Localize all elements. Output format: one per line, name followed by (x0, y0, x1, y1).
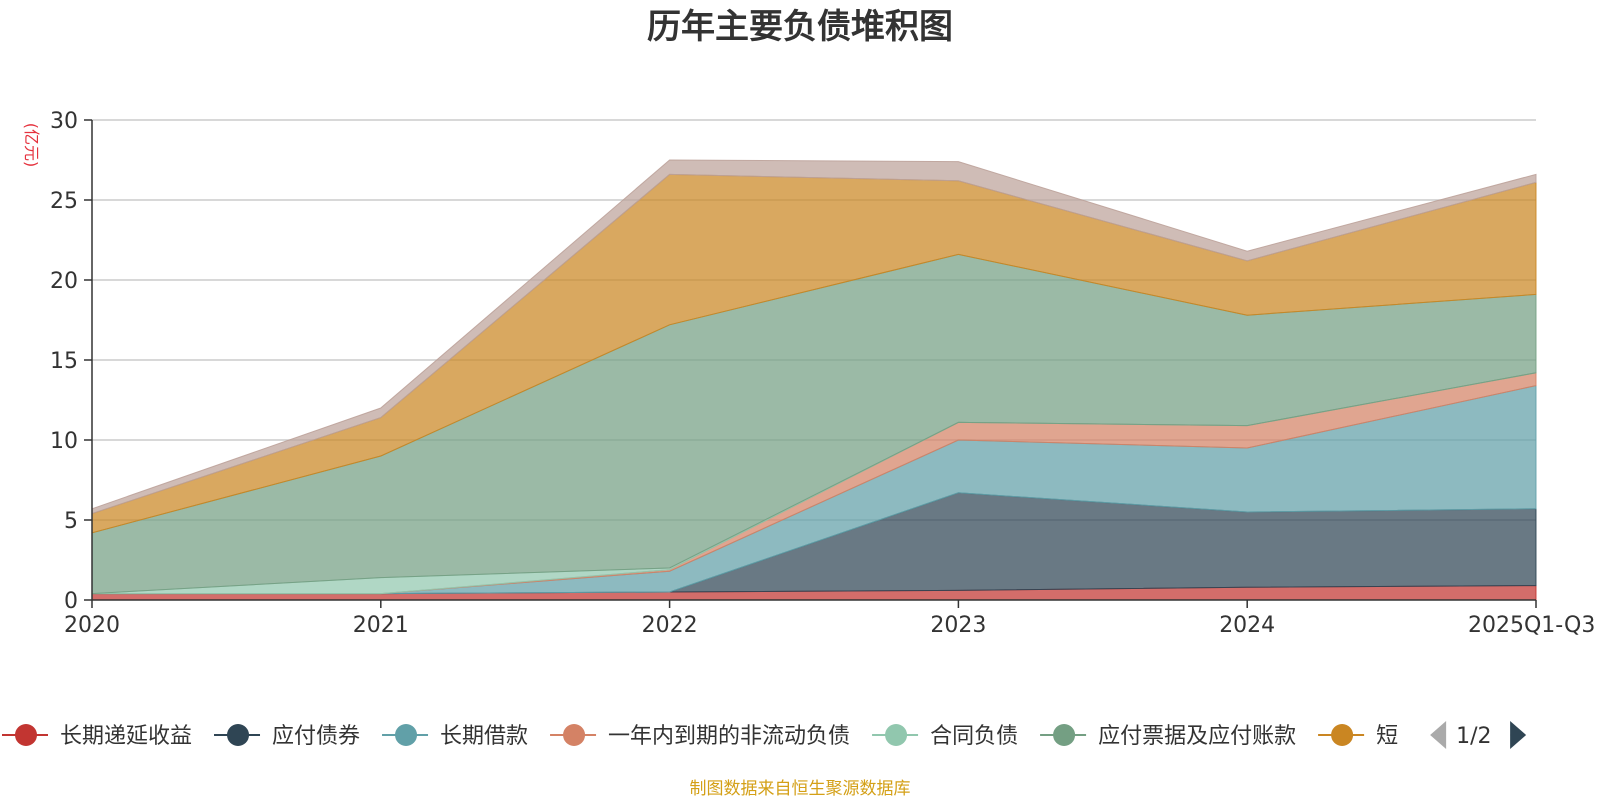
x-tick-label: 2025Q1-Q3 (1468, 613, 1595, 638)
chart-title: 历年主要负债堆积图 (647, 7, 953, 47)
legend-item[interactable]: 一年内到期的非流动负债 (550, 724, 850, 749)
x-tick-label: 2020 (64, 613, 120, 638)
legend-circle-marker (1053, 724, 1076, 746)
legend-label: 合同负债 (930, 724, 1018, 749)
legend-item[interactable]: 长期递延收益 (2, 724, 192, 749)
legend-circle-marker (563, 724, 586, 746)
legend-page-indicator: 1/2 (1456, 724, 1491, 749)
y-tick-label: 0 (64, 589, 78, 614)
legend-circle-marker (227, 724, 250, 746)
y-axis-unit-label: (亿元) (22, 123, 41, 168)
stacked-areas (91, 159, 1537, 601)
y-tick-label: 15 (50, 349, 78, 374)
legend-circle-marker (1331, 724, 1354, 746)
axes: 0 5 10 15 20 25 30 2020 2021 2022 2023 2024 2025Q1-Q… (50, 109, 1595, 638)
legend-item[interactable]: 合同负债 (872, 724, 1018, 749)
legend-prev-page-icon[interactable] (1430, 721, 1447, 749)
legend-next-page-icon[interactable] (1510, 721, 1527, 749)
x-tick-label: 2022 (642, 613, 698, 638)
legend-label: 长期递延收益 (60, 724, 192, 749)
legend-label: 应付票据及应付账款 (1098, 724, 1296, 749)
legend-item[interactable]: 短 (1318, 724, 1398, 749)
legend-circle-marker (885, 724, 908, 746)
data-source-note: 制图数据来自恒生聚源数据库 (690, 779, 911, 799)
legend-label: 短 (1376, 724, 1398, 749)
area-series-7 (91, 159, 1537, 515)
legend-circle-marker (395, 724, 418, 746)
y-tick-label: 30 (50, 109, 78, 134)
x-tick-label: 2024 (1219, 613, 1275, 638)
y-tick-label: 20 (50, 269, 78, 294)
legend-label: 长期借款 (440, 724, 528, 749)
y-tick-label: 5 (64, 509, 78, 534)
legend-item[interactable]: 应付债券 (214, 724, 360, 749)
x-tick-label: 2021 (353, 613, 409, 638)
legend-label: 应付债券 (272, 724, 360, 749)
x-tick-label: 2023 (930, 613, 986, 638)
y-tick-label: 25 (50, 189, 78, 214)
legend-circle-marker (15, 724, 37, 746)
y-tick-label: 10 (50, 429, 78, 454)
legend: 长期递延收益 应付债券 长期借款 一年内到期的非流动负债 合同负债 应付票据及应付账款 短 1… (2, 721, 1527, 749)
legend-label: 一年内到期的非流动负债 (608, 724, 850, 749)
legend-item[interactable]: 应付票据及应付账款 (1040, 724, 1296, 749)
legend-item[interactable]: 长期借款 (382, 724, 528, 749)
